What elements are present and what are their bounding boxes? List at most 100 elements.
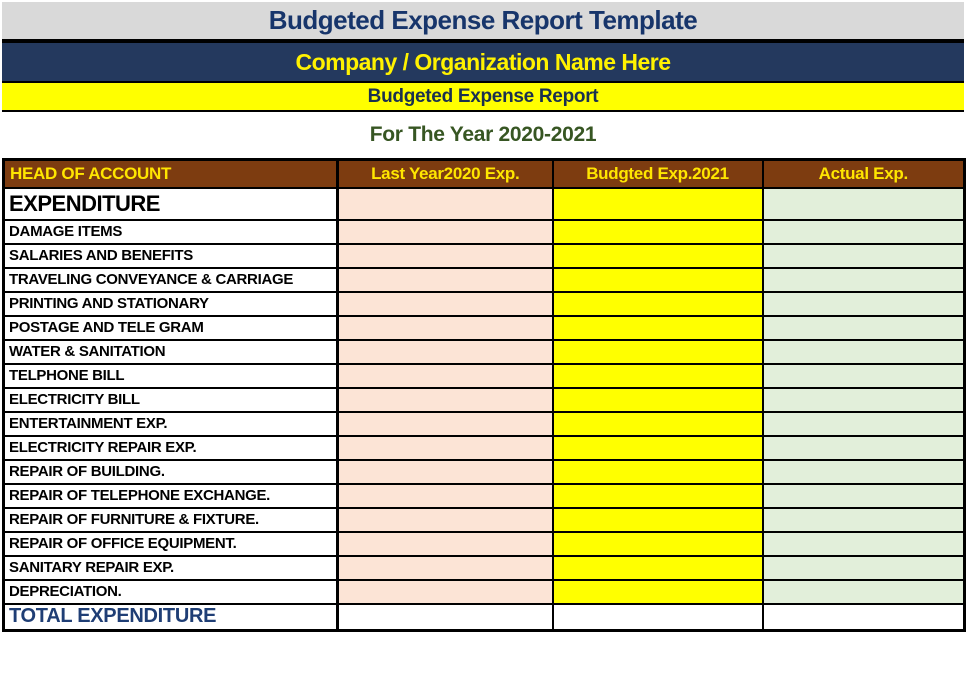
row-label: ENTERTAINMENT EXP.	[2, 410, 339, 437]
budgeted-exp-cell[interactable]	[551, 186, 764, 221]
table-row: DEPRECIATION.	[2, 578, 966, 605]
budgeted-exp-cell[interactable]	[551, 458, 764, 485]
year-subtitle: For The Year 2020-2021	[369, 123, 597, 146]
row-label: DAMAGE ITEMS	[2, 218, 339, 245]
actual-exp-cell[interactable]	[761, 506, 966, 533]
actual-exp-cell[interactable]	[761, 218, 966, 245]
total-expenditure-row: TOTAL EXPENDITURE	[2, 602, 966, 632]
year-subtitle-band: For The Year 2020-2021	[2, 112, 964, 158]
last-year-exp-cell[interactable]	[336, 530, 554, 557]
last-year-exp-cell[interactable]	[336, 218, 554, 245]
last-year-exp-cell[interactable]	[336, 386, 554, 413]
last-year-exp-cell[interactable]	[336, 554, 554, 581]
last-year-exp-cell[interactable]	[336, 266, 554, 293]
section-label: EXPENDITURE	[2, 186, 339, 221]
row-label: WATER & SANITATION	[2, 338, 339, 365]
report-title-banner: Budgeted Expense Report	[2, 83, 964, 112]
table-row: REPAIR OF TELEPHONE EXCHANGE.	[2, 482, 966, 509]
actual-exp-cell[interactable]	[761, 362, 966, 389]
section-row-expenditure: EXPENDITURE	[2, 186, 966, 221]
table-row: SALARIES AND BENEFITS	[2, 242, 966, 269]
budgeted-exp-cell[interactable]	[551, 338, 764, 365]
table-row: ENTERTAINMENT EXP.	[2, 410, 966, 437]
table-row: POSTAGE AND TELE GRAM	[2, 314, 966, 341]
budgeted-exp-cell[interactable]	[551, 314, 764, 341]
last-year-exp-cell[interactable]	[336, 186, 554, 221]
row-label: ELECTRICITY BILL	[2, 386, 339, 413]
budgeted-exp-cell[interactable]	[551, 434, 764, 461]
actual-exp-cell[interactable]	[761, 338, 966, 365]
budgeted-exp-cell[interactable]	[551, 218, 764, 245]
table-row: WATER & SANITATION	[2, 338, 966, 365]
table-row: REPAIR OF OFFICE EQUIPMENT.	[2, 530, 966, 557]
last-year-exp-cell[interactable]	[336, 458, 554, 485]
expense-table: HEAD OF ACCOUNT Last Year2020 Exp. Budgt…	[2, 158, 966, 632]
table-row: SANITARY REPAIR EXP.	[2, 554, 966, 581]
row-label: DEPRECIATION.	[2, 578, 339, 605]
table-row: REPAIR OF FURNITURE & FIXTURE.	[2, 506, 966, 533]
table-row: ELECTRICITY BILL	[2, 386, 966, 413]
last-year-exp-cell[interactable]	[336, 242, 554, 269]
budgeted-exp-cell[interactable]	[551, 266, 764, 293]
row-label: REPAIR OF FURNITURE & FIXTURE.	[2, 506, 339, 533]
row-label: TRAVELING CONVEYANCE & CARRIAGE	[2, 266, 339, 293]
actual-exp-cell[interactable]	[761, 314, 966, 341]
actual-exp-cell[interactable]	[761, 458, 966, 485]
total-label: TOTAL EXPENDITURE	[2, 602, 339, 632]
total-actual-cell[interactable]	[761, 602, 966, 632]
actual-exp-cell[interactable]	[761, 482, 966, 509]
last-year-exp-cell[interactable]	[336, 362, 554, 389]
column-header-last-year-exp: Last Year2020 Exp.	[336, 158, 554, 189]
row-label: PRINTING AND STATIONARY	[2, 290, 339, 317]
budgeted-exp-cell[interactable]	[551, 386, 764, 413]
actual-exp-cell[interactable]	[761, 290, 966, 317]
table-header-row: HEAD OF ACCOUNT Last Year2020 Exp. Budgt…	[2, 158, 966, 189]
actual-exp-cell[interactable]	[761, 410, 966, 437]
last-year-exp-cell[interactable]	[336, 314, 554, 341]
actual-exp-cell[interactable]	[761, 554, 966, 581]
budgeted-exp-cell[interactable]	[551, 530, 764, 557]
actual-exp-cell[interactable]	[761, 266, 966, 293]
budgeted-exp-cell[interactable]	[551, 410, 764, 437]
budgeted-exp-cell[interactable]	[551, 482, 764, 509]
page-title: Budgeted Expense Report Template	[268, 5, 698, 35]
actual-exp-cell[interactable]	[761, 386, 966, 413]
total-budgeted-cell[interactable]	[551, 602, 764, 632]
table-row: TELPHONE BILL	[2, 362, 966, 389]
row-label: SANITARY REPAIR EXP.	[2, 554, 339, 581]
actual-exp-cell[interactable]	[761, 578, 966, 605]
column-header-head-of-account: HEAD OF ACCOUNT	[2, 158, 339, 189]
table-row: TRAVELING CONVEYANCE & CARRIAGE	[2, 266, 966, 293]
table-row: DAMAGE ITEMS	[2, 218, 966, 245]
last-year-exp-cell[interactable]	[336, 290, 554, 317]
column-header-budgeted-exp: Budgted Exp.2021	[551, 158, 764, 189]
row-label: TELPHONE BILL	[2, 362, 339, 389]
row-label: REPAIR OF TELEPHONE EXCHANGE.	[2, 482, 339, 509]
company-name: Company / Organization Name Here	[295, 48, 671, 75]
total-last-year-cell[interactable]	[336, 602, 554, 632]
page-title-band: Budgeted Expense Report Template	[2, 2, 964, 43]
row-label: REPAIR OF BUILDING.	[2, 458, 339, 485]
last-year-exp-cell[interactable]	[336, 578, 554, 605]
actual-exp-cell[interactable]	[761, 530, 966, 557]
budgeted-exp-cell[interactable]	[551, 554, 764, 581]
actual-exp-cell[interactable]	[761, 434, 966, 461]
last-year-exp-cell[interactable]	[336, 482, 554, 509]
last-year-exp-cell[interactable]	[336, 410, 554, 437]
actual-exp-cell[interactable]	[761, 242, 966, 269]
table-row: ELECTRICITY REPAIR EXP.	[2, 434, 966, 461]
actual-exp-cell[interactable]	[761, 186, 966, 221]
company-name-banner: Company / Organization Name Here	[2, 43, 964, 83]
column-header-actual-exp: Actual Exp.	[761, 158, 966, 189]
budgeted-exp-cell[interactable]	[551, 290, 764, 317]
report-title: Budgeted Expense Report	[367, 85, 599, 107]
budgeted-exp-cell[interactable]	[551, 242, 764, 269]
budgeted-exp-cell[interactable]	[551, 506, 764, 533]
last-year-exp-cell[interactable]	[336, 338, 554, 365]
budgeted-exp-cell[interactable]	[551, 578, 764, 605]
budgeted-exp-cell[interactable]	[551, 362, 764, 389]
table-row: REPAIR OF BUILDING.	[2, 458, 966, 485]
last-year-exp-cell[interactable]	[336, 434, 554, 461]
last-year-exp-cell[interactable]	[336, 506, 554, 533]
